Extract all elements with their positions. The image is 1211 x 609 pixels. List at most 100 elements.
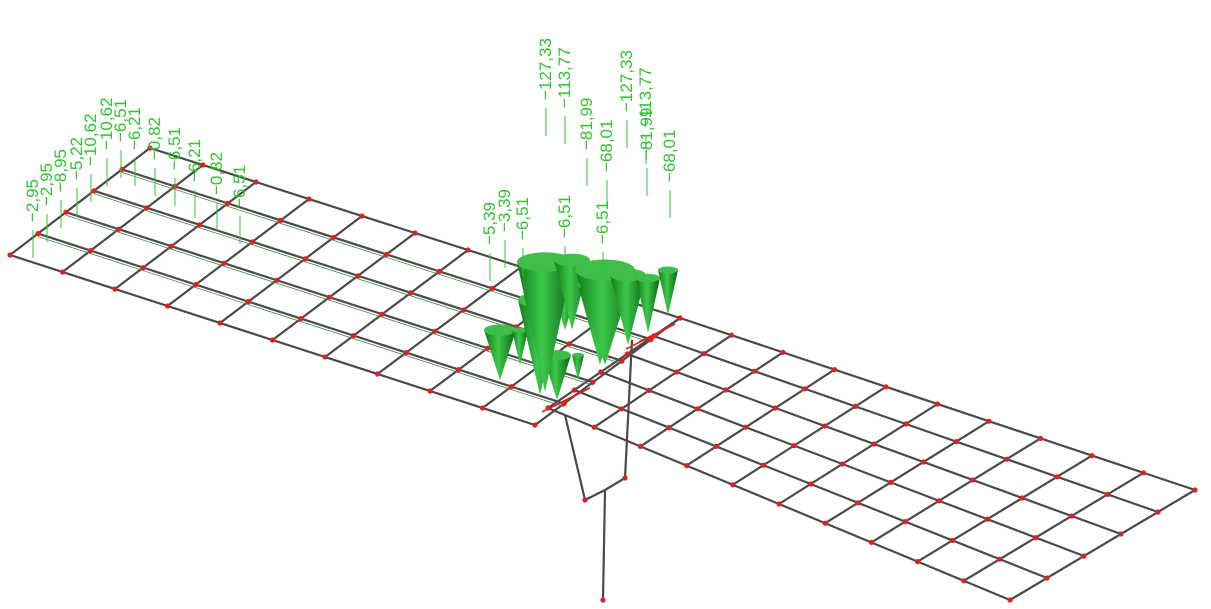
node bbox=[961, 578, 967, 584]
load-cone bbox=[636, 278, 660, 333]
node bbox=[598, 369, 604, 375]
load-label: −81,99 bbox=[577, 98, 596, 150]
node bbox=[1118, 531, 1124, 537]
node bbox=[920, 459, 927, 465]
node bbox=[359, 213, 365, 219]
node bbox=[651, 333, 657, 339]
bearing bbox=[553, 387, 591, 407]
load-cone bbox=[572, 355, 584, 380]
node bbox=[326, 294, 333, 300]
node bbox=[355, 273, 361, 279]
node bbox=[298, 316, 304, 322]
member bbox=[732, 385, 887, 486]
node bbox=[408, 290, 414, 296]
node bbox=[997, 556, 1003, 562]
loads bbox=[484, 252, 678, 400]
node bbox=[193, 282, 199, 288]
node bbox=[112, 286, 118, 292]
node bbox=[221, 260, 227, 266]
node bbox=[1007, 597, 1013, 603]
member bbox=[824, 420, 990, 525]
load-label: −0,82 bbox=[145, 117, 164, 160]
member bbox=[61, 164, 204, 273]
member bbox=[593, 334, 733, 429]
bearing bbox=[638, 323, 676, 343]
load-label: −2,95 bbox=[37, 163, 56, 206]
load-labels: −2,95−2,95−8,95−5,22−10,62−10,62−6,51−6,… bbox=[23, 38, 679, 281]
node bbox=[624, 351, 630, 357]
node bbox=[302, 256, 308, 262]
node bbox=[839, 461, 846, 467]
member bbox=[639, 351, 784, 448]
node bbox=[485, 345, 491, 351]
node bbox=[776, 501, 782, 507]
node bbox=[831, 367, 838, 373]
node bbox=[760, 462, 767, 468]
node bbox=[278, 217, 284, 223]
node bbox=[730, 482, 736, 488]
load-label: −68,01 bbox=[597, 120, 616, 172]
member bbox=[376, 266, 522, 375]
node bbox=[374, 371, 381, 377]
node bbox=[403, 350, 409, 356]
member bbox=[563, 414, 587, 501]
node bbox=[200, 162, 206, 168]
node bbox=[412, 230, 418, 236]
node bbox=[1019, 495, 1025, 501]
node bbox=[63, 209, 69, 215]
node bbox=[808, 481, 814, 487]
load-cone-top bbox=[554, 253, 590, 267]
node bbox=[217, 320, 223, 326]
load-label: −6,51 bbox=[230, 165, 249, 208]
load-label: −6,51 bbox=[513, 197, 532, 240]
node bbox=[383, 251, 390, 257]
node bbox=[164, 303, 171, 309]
node bbox=[600, 597, 606, 603]
member bbox=[166, 198, 310, 307]
node bbox=[351, 333, 357, 339]
node bbox=[461, 307, 467, 313]
node bbox=[888, 479, 894, 485]
node bbox=[871, 441, 877, 447]
node bbox=[489, 285, 495, 291]
load-label: −5,39 bbox=[480, 202, 499, 245]
load-label: −113,77 bbox=[555, 47, 574, 108]
node bbox=[684, 463, 690, 469]
node bbox=[713, 443, 719, 449]
load-label: −2,95 bbox=[23, 179, 42, 222]
node bbox=[949, 537, 956, 544]
node bbox=[168, 243, 174, 249]
member bbox=[778, 403, 939, 505]
node bbox=[432, 328, 438, 334]
node bbox=[666, 425, 672, 431]
load-label: −6,51 bbox=[555, 195, 574, 238]
node bbox=[701, 351, 707, 357]
load-cone bbox=[658, 270, 678, 315]
node bbox=[88, 248, 94, 254]
load-cone-top bbox=[658, 266, 678, 274]
member bbox=[623, 339, 634, 479]
load-label: −10,62 bbox=[81, 114, 100, 166]
load-label: −6,51 bbox=[111, 99, 130, 142]
node bbox=[903, 421, 909, 427]
member bbox=[917, 454, 1093, 563]
node bbox=[751, 368, 758, 374]
node bbox=[822, 423, 828, 429]
member bbox=[604, 477, 626, 491]
load-label: −6,21 bbox=[125, 107, 144, 150]
node bbox=[780, 349, 786, 355]
node bbox=[249, 239, 255, 245]
node bbox=[508, 384, 514, 390]
node bbox=[855, 500, 861, 506]
node bbox=[479, 405, 486, 411]
node bbox=[144, 205, 150, 211]
node bbox=[1155, 509, 1161, 515]
node bbox=[1033, 535, 1039, 541]
load-cone bbox=[484, 330, 516, 380]
node bbox=[566, 341, 572, 347]
node bbox=[1081, 553, 1087, 559]
load-label: −127,33 bbox=[617, 50, 636, 112]
member bbox=[1009, 489, 1196, 601]
node bbox=[646, 387, 652, 393]
